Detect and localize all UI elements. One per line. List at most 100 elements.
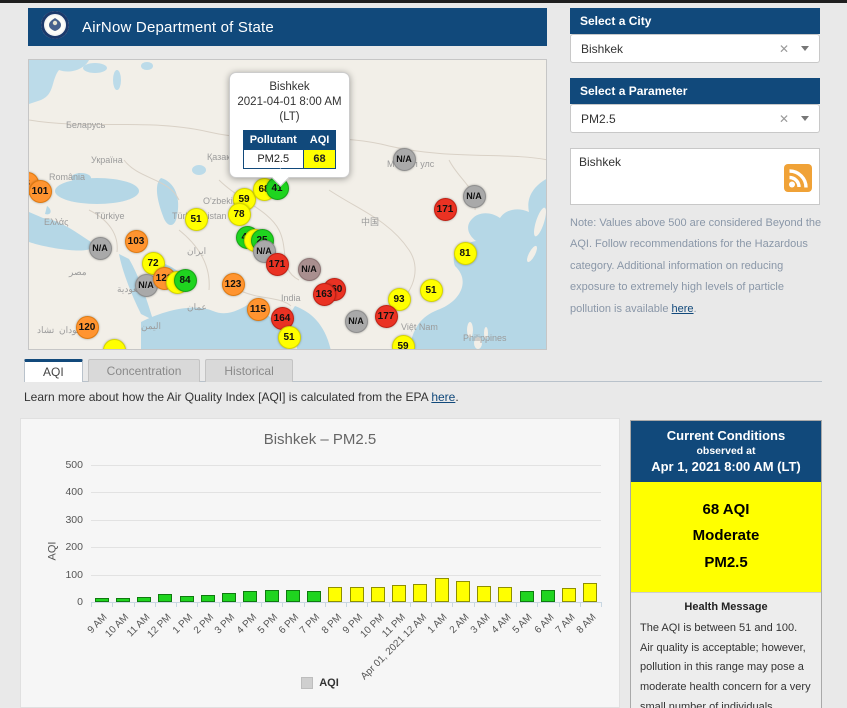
chart-x-tickmark: [346, 602, 347, 607]
tab-historical[interactable]: Historical: [205, 359, 293, 382]
rss-city-label: Bishkek: [579, 155, 622, 169]
chart-x-label: 7 AM: [553, 612, 578, 636]
chart-x-tickmark: [133, 602, 135, 607]
parameter-clear-icon[interactable]: ✕: [778, 111, 789, 126]
aqi-marker[interactable]: 164: [270, 306, 294, 330]
conditions-header: Current Conditions observed at Apr 1, 20…: [631, 421, 821, 482]
popup-datetime: 2021-04-01 8:00 AM: [237, 95, 342, 108]
chart-x-label: 6 AM: [532, 612, 557, 636]
map-country-label: România: [49, 172, 86, 182]
aqi-marker[interactable]: 115: [246, 297, 270, 321]
chart-x-tickmark: [324, 602, 326, 607]
map-country-label: 中国: [361, 217, 380, 227]
note-link[interactable]: here: [671, 302, 694, 315]
aqi-marker[interactable]: 171: [433, 197, 457, 221]
map-country-label: Україна: [91, 155, 123, 165]
map-country-label: Philippines: [463, 333, 507, 343]
chart-x-tickmark: [537, 602, 539, 607]
chart-y-tick: 0: [77, 596, 83, 608]
chart-y-tick: 400: [65, 486, 83, 499]
aqi-marker[interactable]: 101: [29, 179, 52, 203]
chart-x-label: 1 AM: [426, 612, 450, 636]
parameter-select[interactable]: PM2.5 ✕: [570, 104, 820, 133]
aqi-marker[interactable]: N/A: [462, 184, 486, 208]
tab-concentration[interactable]: Concentration: [87, 359, 201, 382]
chart-gridline: [91, 547, 601, 549]
top-strip: [0, 0, 847, 3]
health-message-title: Health Message: [684, 600, 768, 613]
learn-more-pre: Learn more about how the Air Quality Ind…: [24, 390, 432, 404]
chart-bar: [200, 594, 215, 602]
city-dropdown-caret-icon[interactable]: [801, 46, 809, 51]
city-select-value: Bishkek: [581, 41, 624, 56]
tab-aqi[interactable]: AQI: [24, 359, 83, 382]
learn-more-post: .: [455, 390, 459, 404]
chart-bar: [562, 587, 577, 602]
aqi-marker[interactable]: 103: [124, 229, 148, 253]
aqi-marker[interactable]: 81: [453, 241, 477, 265]
aqi-marker[interactable]: 123: [221, 272, 245, 296]
aqi-marker[interactable]: N/A: [344, 309, 368, 333]
aqi-marker[interactable]: 84: [173, 268, 197, 292]
chart-x-label: 5 PM: [255, 612, 280, 637]
chart-x-tickmark: [558, 602, 560, 607]
conditions-datetime: Apr 1, 2021 8:00 AM (LT): [651, 459, 801, 474]
chart-x-tickmark: [282, 602, 284, 607]
popup-pollutant-value: PM2.5: [242, 148, 304, 169]
aqi-marker[interactable]: N/A: [297, 257, 321, 281]
popup-city: Bishkek: [269, 81, 310, 93]
aqi-marker[interactable]: 78: [227, 202, 251, 226]
rss-icon[interactable]: [784, 164, 812, 197]
aqi-map[interactable]: БеларусьУкраїнаRomâniaΕλλάςTürkiyeTürkme…: [28, 59, 547, 350]
rss-feed-box: Bishkek: [570, 148, 820, 205]
chart-x-tickmark: [494, 602, 496, 607]
map-country-label: ايران: [187, 246, 207, 256]
chart-x-tickmark: [176, 602, 177, 607]
map-country-label: India: [281, 293, 301, 303]
aqi-marker[interactable]: 51: [184, 207, 208, 231]
chart-bar: [392, 585, 407, 602]
chart-x-label: 6 PM: [276, 612, 302, 637]
aqi-marker[interactable]: 163: [312, 282, 336, 306]
aqi-marker[interactable]: 51: [419, 278, 443, 302]
aqi-marker[interactable]: 51: [277, 325, 301, 349]
epa-link[interactable]: here: [431, 390, 456, 404]
parameter-dropdown-caret-icon[interactable]: [801, 116, 809, 121]
aqi-marker[interactable]: 177: [374, 304, 398, 328]
aqi-marker[interactable]: 171: [265, 252, 289, 276]
popup-aqi-value: 68: [302, 148, 337, 169]
chart-x-tickmark: [91, 602, 92, 607]
aqi-marker[interactable]: N/A: [392, 147, 416, 171]
map-country-label: السعودية: [117, 284, 151, 294]
chart-bar: [179, 595, 194, 602]
chart-x-tickmark: [388, 602, 390, 607]
chart-x-label: 2 PM: [191, 612, 217, 637]
chart-bar: [137, 596, 152, 602]
app-header: AirNow Department of State: [28, 8, 547, 46]
aqi-marker[interactable]: 93: [387, 287, 411, 311]
chart-x-label: 8 PM: [319, 612, 344, 637]
chart-bar: [477, 585, 492, 602]
chart-x-tickmark: [303, 602, 305, 607]
aqi-marker[interactable]: 59: [391, 334, 415, 349]
health-message-block: Health Message The AQI is between 51 and…: [631, 591, 821, 708]
chart-bar: [307, 591, 322, 602]
chart-x-tickmark: [197, 602, 199, 607]
chart-x-tickmark: [239, 602, 241, 607]
learn-more-text: Learn more about how the Air Quality Ind…: [24, 390, 459, 404]
chart-legend[interactable]: AQI: [21, 677, 619, 689]
aqi-marker[interactable]: N/A: [88, 236, 112, 260]
chart-bar: [243, 591, 258, 602]
chart-gridline: [91, 574, 601, 576]
chart-x-label: 4 PM: [234, 612, 259, 637]
chart-bar: [455, 581, 470, 602]
health-message-text: The AQI is between 51 and 100. Air quali…: [640, 621, 811, 708]
chart-bar: [264, 590, 279, 602]
chart-x-tickmark: [261, 602, 262, 607]
city-select[interactable]: Bishkek ✕: [570, 34, 820, 63]
conditions-title: Current Conditions: [666, 428, 786, 443]
aqi-marker[interactable]: 120: [75, 315, 99, 339]
map-country-label: Қазақстан: [207, 152, 249, 162]
note-text: Note: Values above 500 are considered Be…: [570, 217, 822, 315]
city-clear-icon[interactable]: ✕: [778, 41, 789, 56]
